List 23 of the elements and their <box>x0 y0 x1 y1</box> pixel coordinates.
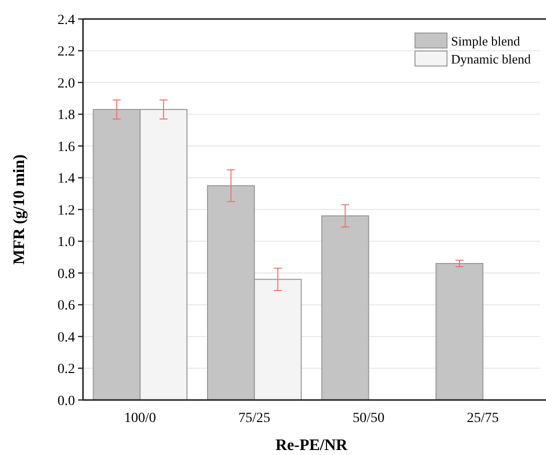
y-tick-label: 0.0 <box>58 394 75 409</box>
bar <box>321 215 370 400</box>
x-tick-label: 50/50 <box>352 411 385 426</box>
x-axis-title: Re-PE/NR <box>276 437 348 454</box>
y-tick-label: 2.2 <box>58 44 75 60</box>
y-tick-label: 2.4 <box>58 12 75 28</box>
legend-label: Simple blend <box>451 34 520 49</box>
legend-label: Dynamic blend <box>451 52 532 67</box>
y-tick-label: 2.0 <box>58 76 75 92</box>
y-tick-label: 1.0 <box>58 235 75 250</box>
y-tick-label: 0.6 <box>58 298 75 314</box>
y-tick-label: 0.8 <box>58 266 75 282</box>
y-tick-label: 1.2 <box>58 203 75 218</box>
y-tick-label: 1.6 <box>58 140 75 155</box>
y-tick-label: 0.2 <box>58 362 75 378</box>
bar <box>436 262 484 400</box>
y-tick-label: 1.4 <box>58 172 75 187</box>
y-axis-title: MFR (g/10 min) <box>11 154 28 265</box>
y-tick-label: 1.8 <box>58 108 75 124</box>
x-tick-label: 75/25 <box>238 411 270 426</box>
x-tick-label: 25/75 <box>466 411 499 426</box>
x-tick-label: 100/0 <box>124 411 156 426</box>
y-tick-label: 0.4 <box>58 330 75 346</box>
